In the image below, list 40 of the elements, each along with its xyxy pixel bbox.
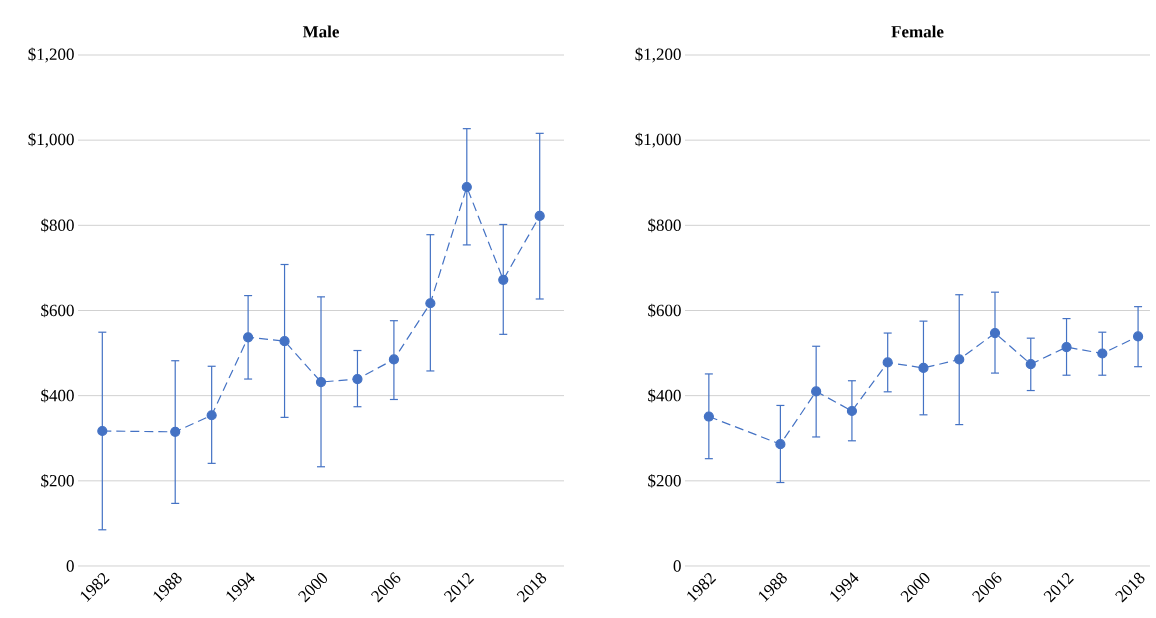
- point: [170, 426, 181, 437]
- point: [461, 181, 472, 193]
- point: [206, 410, 217, 421]
- point: [534, 210, 545, 222]
- point: [989, 327, 1001, 339]
- point: [703, 411, 714, 422]
- point: [811, 386, 822, 397]
- point: [425, 298, 436, 309]
- point: [243, 332, 254, 343]
- y-tick-label: $1,000: [635, 132, 681, 148]
- y-tick-label: 0: [673, 560, 681, 572]
- y-tick-label: $1,200: [635, 47, 681, 63]
- y-tick-label: $600: [648, 303, 681, 318]
- point: [97, 425, 108, 437]
- y-tick-label: $800: [648, 218, 681, 233]
- point: [315, 376, 327, 388]
- point: [1097, 348, 1108, 359]
- point: [846, 405, 858, 417]
- y-tick-label: $200: [41, 474, 74, 488]
- point: [352, 373, 363, 385]
- chart-title: Male: [302, 25, 339, 38]
- point: [882, 357, 893, 368]
- point: [498, 274, 509, 285]
- point: [388, 354, 400, 365]
- point: [1132, 331, 1144, 342]
- point: [918, 362, 929, 374]
- y-tick-label: $400: [41, 388, 74, 403]
- y-tick-label: $800: [41, 218, 74, 233]
- point: [1061, 342, 1072, 353]
- point: [279, 336, 290, 347]
- point: [775, 439, 786, 450]
- y-tick-label: 0: [66, 560, 74, 572]
- y-tick-label: $600: [41, 303, 74, 318]
- point: [1025, 359, 1036, 370]
- y-tick-label: $400: [648, 388, 681, 403]
- y-tick-label: $1,200: [28, 47, 74, 63]
- point: [954, 354, 965, 365]
- chart-title: Female: [891, 25, 944, 38]
- y-tick-label: $1,000: [28, 132, 74, 148]
- y-tick-label: $200: [648, 474, 681, 488]
